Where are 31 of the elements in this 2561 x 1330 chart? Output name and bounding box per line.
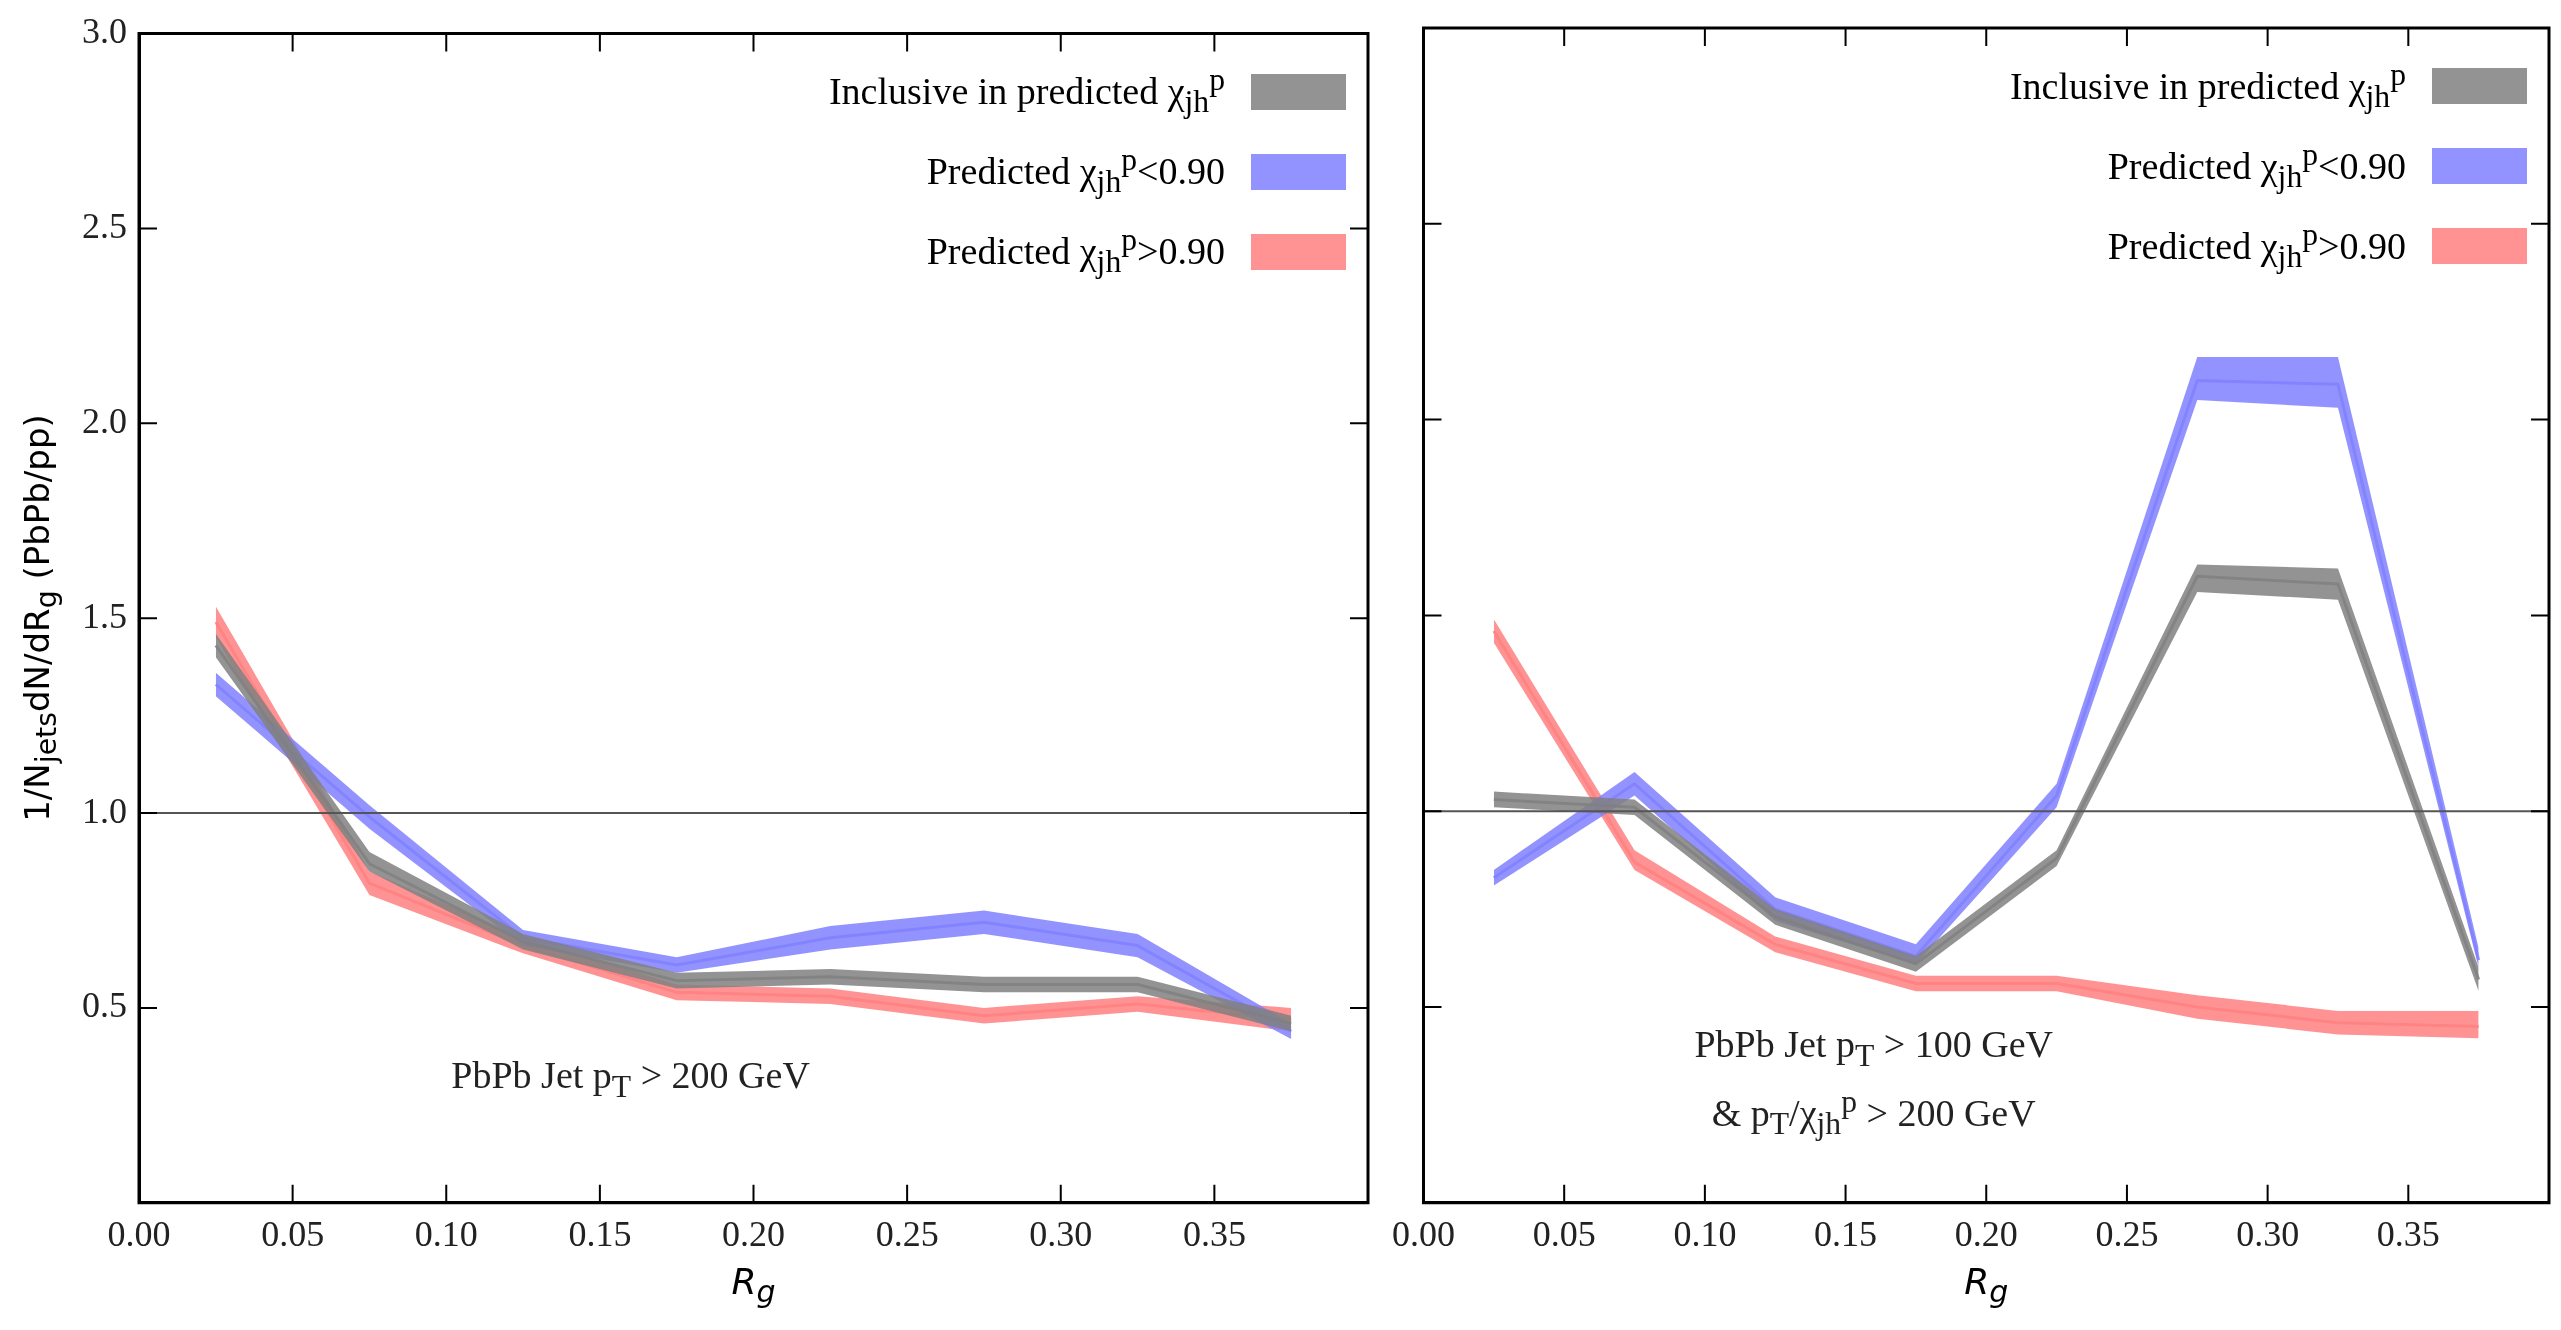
- annotation: PbPb Jet p$_{T}$ > 100 GeV: [1694, 1021, 2053, 1074]
- x-tick-label: 0.10: [414, 1213, 478, 1254]
- x-tick-label: 0.30: [1029, 1213, 1093, 1254]
- legend-label: Predicted χ$_{jh}$$^{p}$>0.90: [2107, 216, 2406, 276]
- y-tick-label: 2.0: [82, 400, 127, 441]
- x-tick-label: 0.20: [722, 1213, 785, 1254]
- y-tick-label: 1.0: [82, 790, 127, 831]
- y-tick-label: 1.5: [82, 595, 127, 636]
- x-tick-label: 0.35: [1182, 1213, 1246, 1254]
- x-axis-title: R$_{g}$: [1964, 1260, 2009, 1309]
- x-tick-label: 0.25: [2095, 1213, 2159, 1254]
- x-tick-label: 0.35: [2376, 1213, 2440, 1254]
- x-tick-label: 0.10: [1673, 1213, 1737, 1254]
- x-tick-label: 0.05: [1532, 1213, 1596, 1254]
- x-axis-title: R$_{g}$: [731, 1260, 776, 1309]
- x-tick-label: 0.15: [568, 1213, 632, 1254]
- x-tick-label: 0.30: [2236, 1213, 2300, 1254]
- x-tick-label: 0.15: [1814, 1213, 1878, 1254]
- x-tick-label: 0.20: [1954, 1213, 2018, 1254]
- x-tick-label: 0.05: [261, 1213, 325, 1254]
- annotation: & p$_{T}$/χ$_{jh}$$^{p}$ > 200 GeV: [1711, 1083, 2036, 1143]
- x-tick-label: 0.00: [1392, 1213, 1455, 1254]
- y-tick-label: 2.5: [82, 205, 127, 246]
- y-tick-label: 0.5: [82, 985, 127, 1026]
- x-tick-label: 0.00: [107, 1213, 171, 1254]
- annotation: PbPb Jet p$_{T}$ > 200 GeV: [451, 1052, 810, 1105]
- legend-label: Predicted χ$_{jh}$$^{p}$<0.90: [926, 142, 1225, 201]
- y-tick-label: 3.0: [82, 11, 127, 52]
- legend-label: Predicted χ$_{jh}$$^{p}$<0.90: [2107, 136, 2406, 196]
- x-tick-label: 0.25: [875, 1213, 939, 1254]
- legend-label: Predicted χ$_{jh}$$^{p}$>0.90: [926, 222, 1225, 281]
